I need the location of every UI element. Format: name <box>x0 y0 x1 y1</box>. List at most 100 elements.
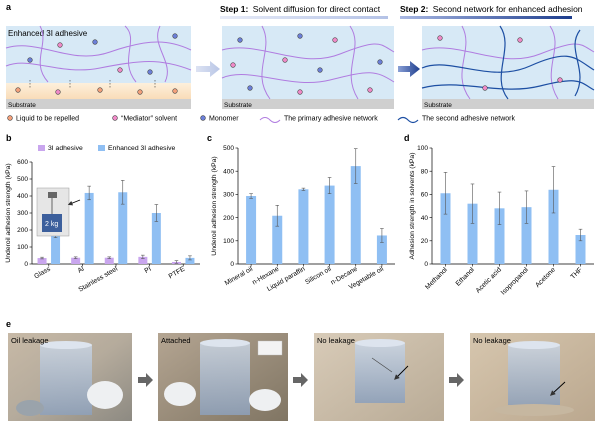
bar <box>71 257 81 264</box>
bar <box>84 192 94 264</box>
bar <box>467 203 478 264</box>
arrow-photo-2-3 <box>293 373 308 387</box>
legend-item-monomer: Monomer <box>200 115 239 123</box>
bar <box>548 189 559 264</box>
panel-b-letter: b <box>6 133 12 143</box>
y-tick-label: 0 <box>424 261 428 268</box>
step2-bold: Step 2: <box>400 4 429 14</box>
photo-attached: Attached <box>158 333 288 421</box>
adhesive-label: Enhanced 3I adhesive <box>8 29 88 38</box>
panel-d-letter: d <box>404 133 410 143</box>
legend-swatch <box>98 145 105 151</box>
bar <box>298 189 309 264</box>
bar <box>104 257 114 264</box>
panel-a-letter: a <box>6 2 12 12</box>
substrate-label-1: Substrate <box>8 102 36 109</box>
y-tick-label: 400 <box>223 168 234 175</box>
y-tick-label: 600 <box>17 159 28 166</box>
bar <box>151 213 161 264</box>
y-tick-label: 500 <box>17 176 28 183</box>
scene-second-network: Substrate <box>421 25 595 109</box>
step-arrow-1 <box>196 61 220 77</box>
y-tick-label: 200 <box>223 215 234 222</box>
x-tick-label: THF <box>570 266 584 280</box>
step-arrow-2 <box>398 61 420 77</box>
purple-wave-icon <box>259 117 281 123</box>
y-tick-label: 400 <box>17 193 28 200</box>
step1-underline <box>220 16 388 19</box>
panel-a-legend: Liquid to be repelled “Mediator” solvent… <box>7 115 515 124</box>
photo-4-label: No leakage <box>473 336 511 345</box>
legend-mediator-label: “Mediator” solvent <box>121 116 177 123</box>
x-tick-label: PI <box>144 266 153 275</box>
step1-title: Step 1: Solvent diffusion for direct con… <box>220 4 381 14</box>
x-tick-label: Isopropanol <box>500 266 530 296</box>
y-tick-label: 100 <box>417 145 428 152</box>
pink-circle-icon <box>112 115 118 121</box>
bar <box>521 207 532 264</box>
bar <box>440 193 451 264</box>
bar <box>494 208 505 264</box>
photo-no-leakage-1: No leakage <box>314 333 444 421</box>
y-tick-label: 0 <box>230 261 234 268</box>
bar <box>272 215 283 264</box>
legend-label: Enhanced 3I adhesive <box>108 145 175 152</box>
photo-2-label: Attached <box>161 336 191 345</box>
bar <box>350 166 361 264</box>
x-tick-label: Silicon oil <box>304 265 333 286</box>
y-tick-label: 300 <box>17 210 28 217</box>
weight-label: 2 kg <box>45 221 58 228</box>
panel-e-letter: e <box>6 319 11 329</box>
x-tick-label: Methanol <box>424 266 449 291</box>
legend-item-second-network: The second adhesive network <box>397 116 515 124</box>
legend-second-label: The second adhesive network <box>422 116 515 123</box>
blue-circle-icon <box>200 115 206 121</box>
chart-b: 0 100 200 300 400 500 600 Underoil adhesion str… <box>5 145 200 294</box>
weight-inset: 2 kg <box>36 187 81 237</box>
chart-c: 0 100 200 300 400 500 Underoil adhesion streng… <box>211 145 395 293</box>
x-tick-label: Mineral oil <box>224 265 255 287</box>
step2-text: Second network for enhanced adhesion <box>433 4 583 14</box>
step1-bold: Step 1: <box>220 4 249 14</box>
bar <box>138 256 148 264</box>
x-tick-label: Glass <box>33 265 52 280</box>
scene-solvent-diffusion: Substrate <box>221 25 395 109</box>
y-axis-label: Underoil adhesion strength (kPa) <box>5 163 12 262</box>
legend-label: 3I adhesive <box>48 145 83 152</box>
x-tick-label: PTFE <box>168 265 187 280</box>
arrow-photo-3-4 <box>449 373 464 387</box>
legend-swatch <box>38 145 45 151</box>
legend-primary-label: The primary adhesive network <box>284 116 378 123</box>
bar <box>376 235 387 264</box>
photo-oil-leakage: Oil leakage <box>8 333 132 421</box>
y-tick-label: 0 <box>24 261 28 268</box>
x-tick-label: Ethanol <box>455 266 477 288</box>
blue-wave-icon <box>397 116 419 124</box>
y-tick-label: 500 <box>223 145 234 152</box>
substrate-label-3: Substrate <box>424 102 452 109</box>
bar <box>324 185 335 264</box>
photo-3-label: No leakage <box>317 336 355 345</box>
bar <box>51 235 61 264</box>
arrow-photo-1-2 <box>138 373 153 387</box>
substrate-label-2: Substrate <box>224 102 252 109</box>
photo-no-leakage-2: No leakage <box>470 333 595 421</box>
step2-underline <box>400 16 572 19</box>
y-tick-label: 100 <box>223 238 234 245</box>
y-tick-label: 80 <box>421 168 429 175</box>
y-tick-label: 20 <box>421 238 429 245</box>
x-tick-label: Acetic acid <box>475 266 503 294</box>
bar <box>185 257 195 264</box>
legend-item-primary-network: The primary adhesive network <box>259 116 378 123</box>
y-tick-label: 100 <box>17 244 28 251</box>
y-tick-label: 60 <box>421 192 429 199</box>
panel-c-letter: c <box>207 133 212 143</box>
legend-item-mediator: “Mediator” solvent <box>112 115 177 123</box>
orange-circle-icon <box>7 115 13 121</box>
y-tick-label: 40 <box>421 215 429 222</box>
y-tick-label: 200 <box>17 227 28 234</box>
legend-liquid-label: Liquid to be repelled <box>16 116 79 123</box>
step1-text: Solvent diffusion for direct contact <box>253 4 381 14</box>
